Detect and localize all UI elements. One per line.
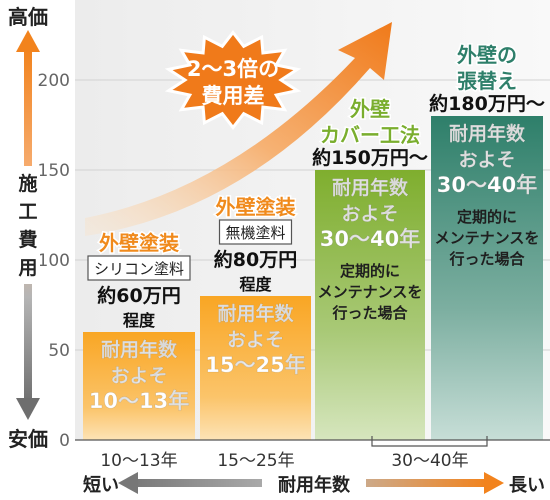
method-label: 外壁の	[457, 43, 517, 67]
cost-label: 程度	[123, 311, 156, 330]
bar-body-text: 行った場合	[448, 250, 525, 268]
material-label: シリコン塗料	[94, 260, 184, 278]
y-tick-labels: 0 50 100 150 200	[38, 71, 70, 451]
cost-label: 約80万円	[214, 248, 297, 271]
bracket-30-40	[371, 436, 488, 447]
bar-body-text: 30〜40年	[320, 227, 420, 251]
x-tick-labels: 10〜13年 15〜25年 30〜40年	[100, 451, 468, 471]
y-tick-label: 50	[48, 341, 70, 361]
bar-body-text: 行った場合	[331, 304, 408, 322]
bar-body-text: 耐用年数	[217, 302, 294, 325]
method-label: 張替え	[457, 69, 517, 93]
y-top-label: 高価	[8, 5, 48, 29]
bar-body-text: 耐用年数	[449, 122, 526, 145]
bar-body-text: メンテナンスを	[435, 229, 540, 247]
method-label: カバー工法	[320, 123, 420, 147]
y-axis-label-char: 用	[18, 257, 37, 279]
bar-body-text: 15〜25年	[205, 353, 305, 377]
cost-label: 程度	[239, 275, 272, 294]
x-left-label: 短い	[83, 474, 119, 496]
y-tick-label: 150	[38, 161, 70, 181]
bar-body-text: およそ	[110, 365, 167, 387]
y-tick-label: 0	[59, 431, 70, 451]
y-tick-label: 200	[38, 71, 70, 91]
bar	[431, 116, 543, 440]
bar-body-text: 耐用年数	[332, 176, 409, 199]
x-tick-label: 30〜40年	[391, 451, 468, 471]
bars	[83, 116, 543, 440]
y-axis-label-char: 施	[18, 172, 37, 195]
bar-body-text: メンテナンスを	[318, 283, 423, 301]
material-box	[218, 219, 293, 245]
y-bottom-label: 安価	[8, 427, 48, 451]
material-label: 無機塗料	[225, 224, 285, 242]
callout-line-1: 2〜3倍の	[187, 57, 279, 81]
bar-body-text: 耐用年数	[101, 338, 178, 361]
x-tick-label: 10〜13年	[100, 451, 177, 471]
x-axis-arrow	[118, 471, 504, 495]
cost-increase-arrow	[85, 22, 392, 236]
bar	[83, 332, 195, 440]
bar-body-text: およそ	[227, 329, 284, 351]
material-box	[87, 255, 191, 281]
y-tick-label: 100	[38, 251, 70, 271]
bar-body-text: およそ	[458, 149, 515, 171]
bar-body-text: 定期的に	[340, 262, 400, 280]
callout-line-2: 費用差	[202, 84, 265, 108]
bar-body-text: およそ	[341, 203, 398, 225]
cost-label: 約150万円〜	[312, 146, 428, 169]
bar-body-text: 30〜40年	[437, 173, 537, 197]
cost-label: 約60万円	[97, 284, 180, 307]
x-axis-label: 耐用年数	[278, 474, 351, 496]
cost-difference-callout: 2〜3倍の 費用差	[164, 30, 302, 130]
bar-body-text: 定期的に	[457, 208, 517, 226]
method-label: 外壁	[350, 97, 390, 121]
y-axis-label-char: 費	[18, 228, 37, 251]
bar-annotations: 耐用年数およそ10〜13年約60万円程度シリコン塗料外壁塗装耐用年数およそ15〜…	[87, 42, 545, 413]
bar	[315, 170, 425, 440]
bar	[200, 296, 311, 440]
y-label-bg	[16, 166, 40, 284]
method-label: 外壁塗装	[99, 231, 179, 255]
x-tick-label: 15〜25年	[217, 451, 294, 471]
y-axis-label-char: 工	[18, 201, 37, 223]
bar-body-text: 10〜13年	[89, 389, 189, 413]
method-label: 外壁塗装	[216, 195, 296, 219]
cost-label: 約180万円〜	[429, 92, 545, 115]
x-right-label: 長い	[509, 475, 545, 496]
